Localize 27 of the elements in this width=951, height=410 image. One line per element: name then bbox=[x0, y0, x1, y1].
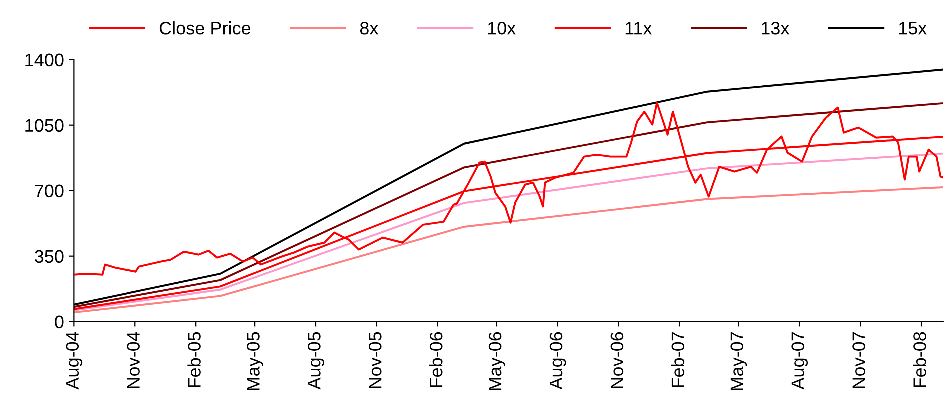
y-tick-label: 350 bbox=[35, 250, 64, 264]
x-tick-label: Nov-05 bbox=[369, 332, 382, 388]
y-tick-label: 1400 bbox=[26, 54, 64, 67]
legend-label: 8x bbox=[360, 22, 379, 35]
x-tick-label: Aug-04 bbox=[66, 332, 83, 390]
x-tick-label: Feb-05 bbox=[188, 332, 201, 388]
y-tick-label: 1050 bbox=[26, 119, 64, 132]
legend-label: 10x bbox=[488, 22, 516, 35]
x-tick-label: Nov-04 bbox=[127, 332, 140, 388]
x-tick-label: Aug-06 bbox=[550, 332, 566, 390]
x-tick-label: May-05 bbox=[247, 332, 264, 390]
x-tick-label: Feb-08 bbox=[913, 332, 926, 388]
legend-label: 13x bbox=[762, 22, 790, 35]
x-tick-label: May-06 bbox=[488, 332, 506, 390]
x-tick-label: Nov-07 bbox=[852, 332, 866, 388]
x-tick-label: Feb-06 bbox=[429, 332, 443, 388]
x-tick-label: Feb-07 bbox=[671, 332, 685, 388]
legend-label: 15x bbox=[899, 22, 927, 35]
legend-label: Close Price bbox=[160, 22, 251, 35]
x-tick-label: May-07 bbox=[730, 332, 748, 390]
line-series bbox=[74, 186, 944, 314]
legend-label: 11x bbox=[626, 22, 652, 35]
y-tick-label: 700 bbox=[35, 184, 64, 198]
x-tick-label: Nov-06 bbox=[610, 332, 624, 388]
x-tick-label: Aug-07 bbox=[792, 332, 808, 390]
y-tick-label: 0 bbox=[55, 316, 64, 329]
x-tick-label: Aug-05 bbox=[308, 332, 324, 390]
